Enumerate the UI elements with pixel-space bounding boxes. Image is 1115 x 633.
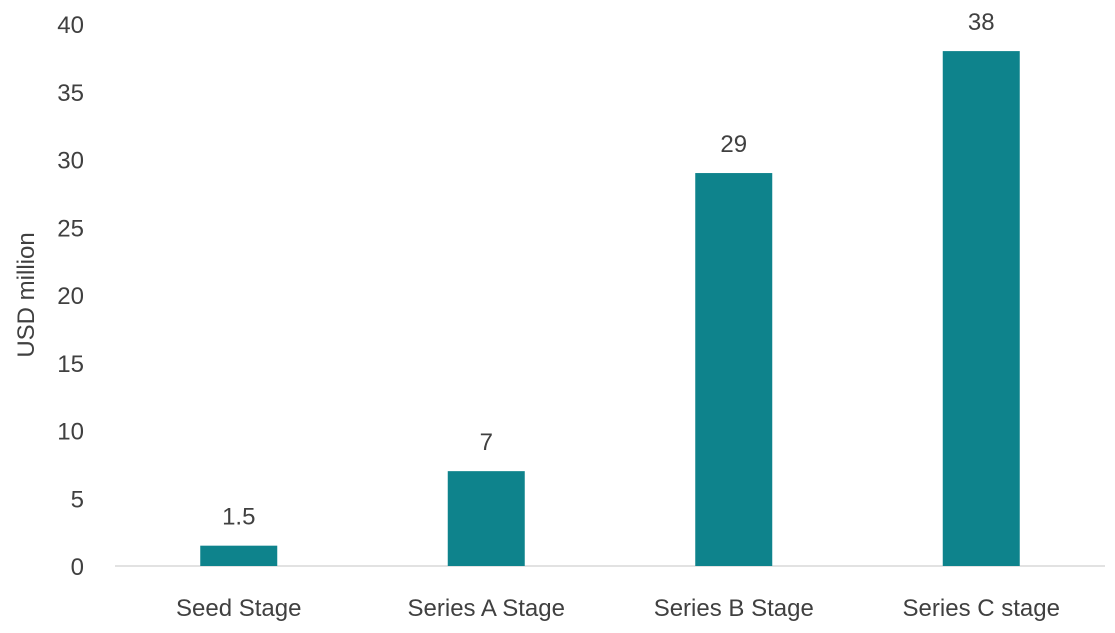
y-tick-label: 35 <box>57 80 84 107</box>
data-label: 7 <box>480 429 493 456</box>
bar-series <box>200 51 1020 566</box>
y-tick-label: 0 <box>71 554 84 581</box>
y-tick-label: 15 <box>57 351 84 378</box>
x-axis-categories: Seed Stage Series A Stage Series B Stage Se… <box>176 595 1060 622</box>
data-labels: 1.5 7 29 38 <box>222 9 995 531</box>
y-axis-title: USD million <box>13 232 40 357</box>
x-category-label: Series A Stage <box>408 595 565 622</box>
bar <box>943 51 1020 566</box>
bar <box>448 471 525 566</box>
x-category-label: Series C stage <box>903 595 1060 622</box>
y-tick-label: 40 <box>57 12 84 39</box>
x-category-label: Series B Stage <box>654 595 814 622</box>
y-tick-label: 20 <box>57 283 84 310</box>
x-category-label: Seed Stage <box>176 595 301 622</box>
y-tick-label: 25 <box>57 215 84 242</box>
y-tick-label: 10 <box>57 419 84 446</box>
data-label: 29 <box>720 131 747 158</box>
data-label: 1.5 <box>222 504 255 531</box>
bar <box>695 173 772 566</box>
y-tick-label: 5 <box>71 486 84 513</box>
y-tick-label: 30 <box>57 148 84 175</box>
data-label: 38 <box>968 9 995 36</box>
bar <box>200 546 277 566</box>
y-axis-ticks: 0 5 10 15 20 25 30 35 40 <box>57 12 84 581</box>
